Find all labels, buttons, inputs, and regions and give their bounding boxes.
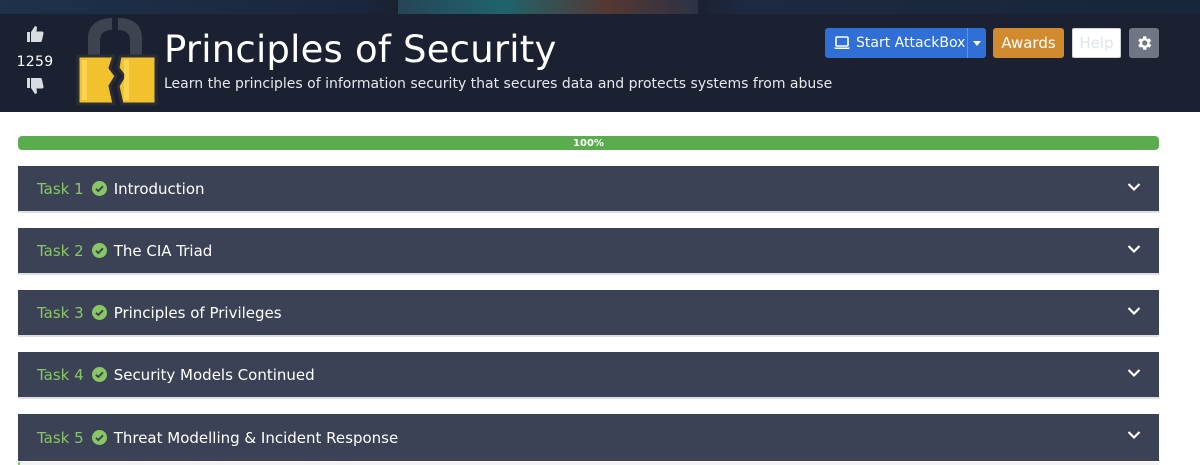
- task-number: Task 5: [37, 428, 84, 447]
- awards-label: Awards: [1001, 34, 1056, 52]
- awards-button[interactable]: Awards: [993, 28, 1064, 58]
- room-title: Principles of Security: [164, 28, 557, 71]
- help-button[interactable]: Help: [1072, 28, 1121, 58]
- check-circle-icon: [91, 305, 107, 320]
- check-circle-icon: [91, 181, 107, 196]
- room-progress-fill: 100%: [18, 136, 1159, 150]
- task-item-5[interactable]: Task 5 Threat Modelling & Incident Respo…: [18, 414, 1159, 461]
- task-title: Security Models Continued: [113, 365, 315, 384]
- room-subtitle: Learn the principles of information secu…: [164, 76, 833, 92]
- task-number: Task 3: [37, 303, 84, 322]
- thumbs-up-icon[interactable]: [14, 24, 56, 48]
- chevron-down-icon[interactable]: [1127, 430, 1141, 440]
- room-progress-bar: 100%: [18, 136, 1159, 150]
- task-title: The CIA Triad: [113, 241, 213, 260]
- task-title: Principles of Privileges: [113, 303, 282, 322]
- help-label: Help: [1079, 34, 1114, 52]
- thumbs-down-icon[interactable]: [14, 76, 56, 100]
- start-attackbox-button[interactable]: Start AttackBox: [825, 28, 986, 58]
- vote-panel: 1259: [14, 24, 56, 100]
- task-item-3[interactable]: Task 3 Principles of Privileges: [18, 290, 1159, 337]
- padlock-icon: [72, 16, 160, 106]
- task-number: Task 1: [37, 179, 84, 198]
- start-attackbox-label: Start AttackBox: [856, 35, 966, 51]
- room-progress-label: 100%: [573, 137, 604, 149]
- laptop-icon: [834, 36, 850, 49]
- vote-count: 1259: [16, 54, 54, 70]
- check-circle-icon: [91, 243, 107, 258]
- task-item-1[interactable]: Task 1 Introduction: [18, 166, 1159, 213]
- chevron-down-icon[interactable]: [1127, 182, 1141, 192]
- check-circle-icon: [91, 367, 107, 382]
- start-attackbox-main[interactable]: Start AttackBox: [825, 35, 967, 51]
- task-title: Threat Modelling & Incident Response: [113, 428, 399, 447]
- check-circle-icon: [91, 430, 107, 445]
- banner-background-art-center: [398, 0, 698, 14]
- task-item-2[interactable]: Task 2 The CIA Triad: [18, 228, 1159, 275]
- gear-icon: [1138, 36, 1152, 50]
- task-number: Task 2: [37, 241, 84, 260]
- chevron-down-icon[interactable]: [1127, 368, 1141, 378]
- task-title: Introduction: [113, 179, 205, 198]
- attackbox-dropdown-caret-icon[interactable]: [967, 28, 986, 58]
- settings-button[interactable]: [1129, 28, 1159, 58]
- room-banner: 1259 Principles of Security Learn the pr…: [0, 0, 1200, 112]
- task-5-content-panel: [18, 462, 1159, 465]
- task-item-4[interactable]: Task 4 Security Models Continued: [18, 352, 1159, 399]
- task-number: Task 4: [37, 365, 84, 384]
- chevron-down-icon[interactable]: [1127, 306, 1141, 316]
- chevron-down-icon[interactable]: [1127, 244, 1141, 254]
